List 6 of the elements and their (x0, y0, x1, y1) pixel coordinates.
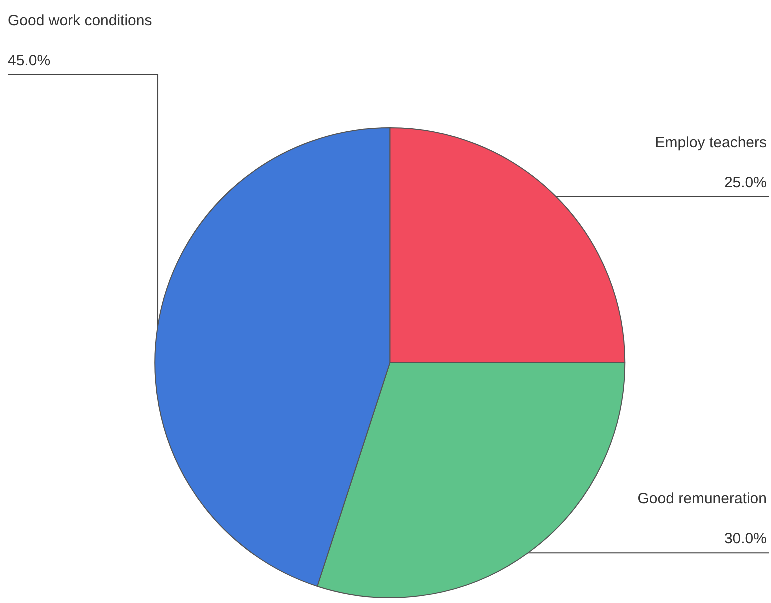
data-label: 45.0% (8, 52, 51, 70)
slice-label: Good remuneration (638, 490, 767, 508)
data-label: 30.0% (724, 530, 767, 548)
slice-label: Good work conditions (8, 12, 152, 30)
data-label: 25.0% (724, 174, 767, 192)
slice-label: Employ teachers (655, 134, 767, 152)
